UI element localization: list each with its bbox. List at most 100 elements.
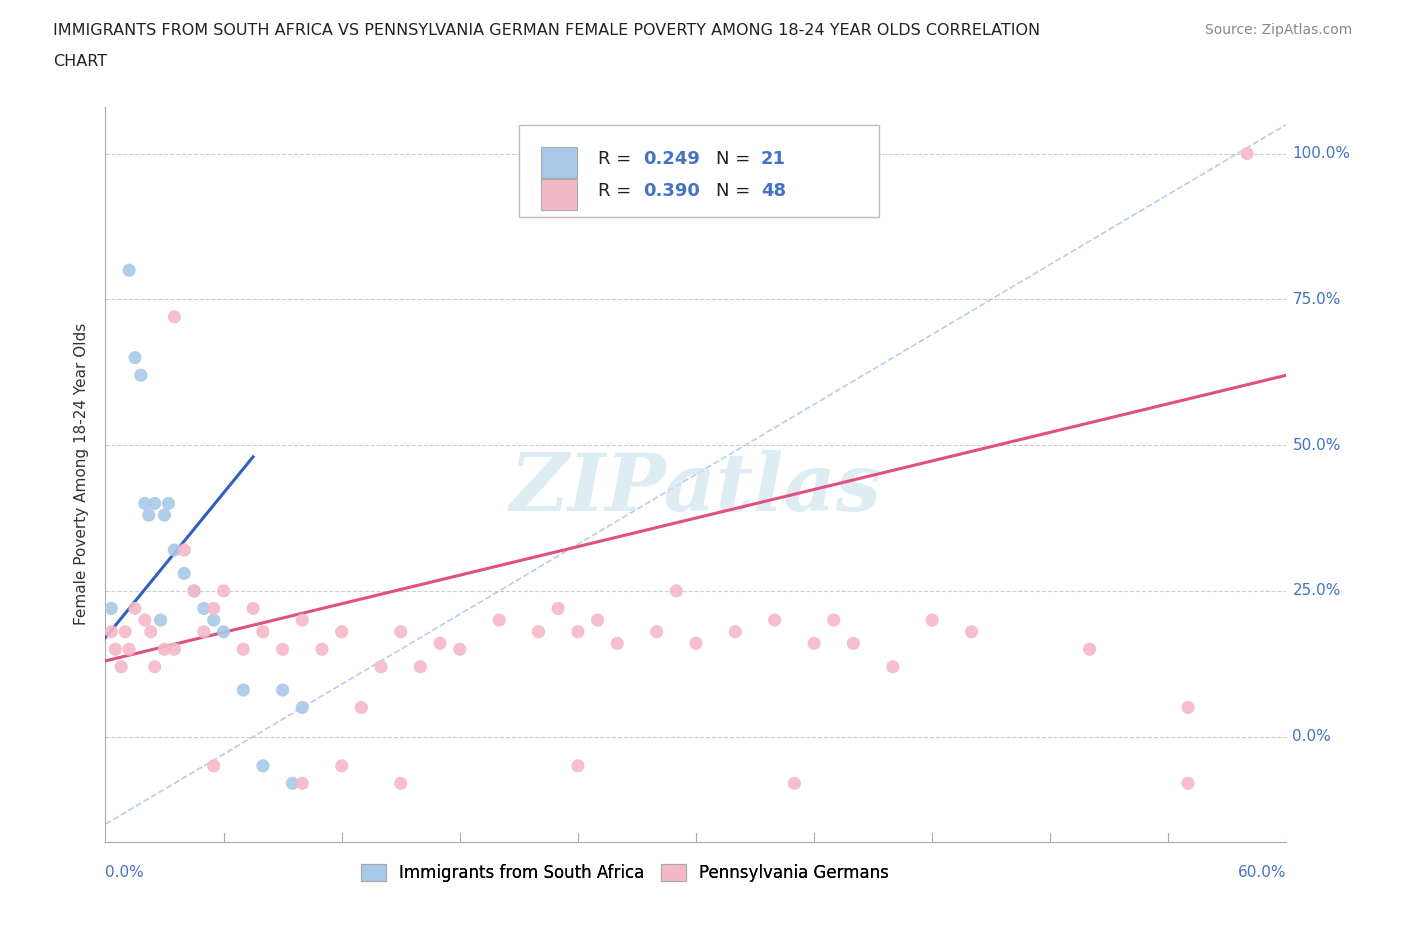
Point — [232, 683, 254, 698]
Text: R =: R = — [598, 182, 637, 200]
Point — [124, 601, 146, 616]
Point — [330, 758, 353, 773]
Text: N =: N = — [716, 182, 756, 200]
Text: CHART: CHART — [53, 54, 107, 69]
Text: Source: ZipAtlas.com: Source: ZipAtlas.com — [1205, 23, 1353, 37]
Point — [960, 624, 983, 639]
Point — [449, 642, 471, 657]
Point — [271, 642, 294, 657]
Point — [547, 601, 569, 616]
Text: 0.0%: 0.0% — [105, 865, 145, 880]
Point — [1236, 146, 1258, 161]
Point — [134, 496, 156, 511]
Point — [129, 367, 152, 382]
Point — [138, 508, 160, 523]
Point — [143, 496, 166, 511]
Point — [567, 758, 589, 773]
Point — [409, 659, 432, 674]
Y-axis label: Female Poverty Among 18-24 Year Olds: Female Poverty Among 18-24 Year Olds — [75, 324, 90, 626]
Point — [429, 636, 451, 651]
Point — [803, 636, 825, 651]
Legend: Immigrants from South Africa, Pennsylvania Germans: Immigrants from South Africa, Pennsylvan… — [354, 857, 896, 888]
Point — [143, 659, 166, 674]
Point — [606, 636, 628, 651]
Point — [724, 624, 747, 639]
Text: 75.0%: 75.0% — [1292, 292, 1341, 307]
Point — [645, 624, 668, 639]
Point — [157, 496, 180, 511]
Point — [882, 659, 904, 674]
Point — [153, 508, 176, 523]
Point — [183, 583, 205, 598]
Bar — [541, 147, 576, 179]
Point — [118, 642, 141, 657]
Point — [370, 659, 392, 674]
Text: N =: N = — [716, 150, 756, 168]
Point — [921, 613, 943, 628]
Point — [114, 624, 136, 639]
Point — [242, 601, 264, 616]
Point — [488, 613, 510, 628]
Point — [163, 310, 186, 325]
Text: IMMIGRANTS FROM SOUTH AFRICA VS PENNSYLVANIA GERMAN FEMALE POVERTY AMONG 18-24 Y: IMMIGRANTS FROM SOUTH AFRICA VS PENNSYLV… — [53, 23, 1040, 38]
Point — [823, 613, 845, 628]
Point — [173, 566, 195, 581]
FancyBboxPatch shape — [519, 126, 879, 218]
Point — [134, 613, 156, 628]
Point — [291, 700, 314, 715]
Point — [212, 624, 235, 639]
Point — [110, 659, 132, 674]
Point — [163, 642, 186, 657]
Point — [232, 642, 254, 657]
Point — [252, 758, 274, 773]
Point — [1078, 642, 1101, 657]
Point — [173, 543, 195, 558]
Point — [124, 351, 146, 365]
Point — [100, 601, 122, 616]
Point — [281, 776, 304, 790]
Point — [567, 624, 589, 639]
Point — [100, 624, 122, 639]
Point — [330, 624, 353, 639]
Text: 0.390: 0.390 — [643, 182, 700, 200]
Point — [104, 642, 127, 657]
Point — [139, 624, 162, 639]
Point — [1177, 700, 1199, 715]
Text: 48: 48 — [761, 182, 786, 200]
Text: 50.0%: 50.0% — [1292, 438, 1341, 453]
Point — [291, 776, 314, 790]
Point — [842, 636, 865, 651]
Point — [153, 642, 176, 657]
Text: 21: 21 — [761, 150, 786, 168]
Text: ZIPatlas: ZIPatlas — [510, 450, 882, 527]
Point — [389, 624, 412, 639]
Point — [389, 776, 412, 790]
Point — [685, 636, 707, 651]
Point — [149, 613, 172, 628]
Point — [1177, 776, 1199, 790]
Bar — [541, 179, 576, 210]
Point — [202, 613, 225, 628]
Point — [271, 683, 294, 698]
Point — [311, 642, 333, 657]
Text: 100.0%: 100.0% — [1292, 146, 1350, 161]
Text: 0.249: 0.249 — [643, 150, 700, 168]
Text: 60.0%: 60.0% — [1239, 865, 1286, 880]
Point — [586, 613, 609, 628]
Point — [291, 613, 314, 628]
Point — [118, 263, 141, 278]
Point — [212, 583, 235, 598]
Point — [527, 624, 550, 639]
Point — [665, 583, 688, 598]
Point — [202, 758, 225, 773]
Point — [350, 700, 373, 715]
Point — [193, 601, 215, 616]
Point — [163, 543, 186, 558]
Point — [252, 624, 274, 639]
Point — [763, 613, 786, 628]
Point — [202, 601, 225, 616]
Point — [183, 583, 205, 598]
Text: 0.0%: 0.0% — [1292, 729, 1331, 744]
Point — [783, 776, 806, 790]
Point — [193, 624, 215, 639]
